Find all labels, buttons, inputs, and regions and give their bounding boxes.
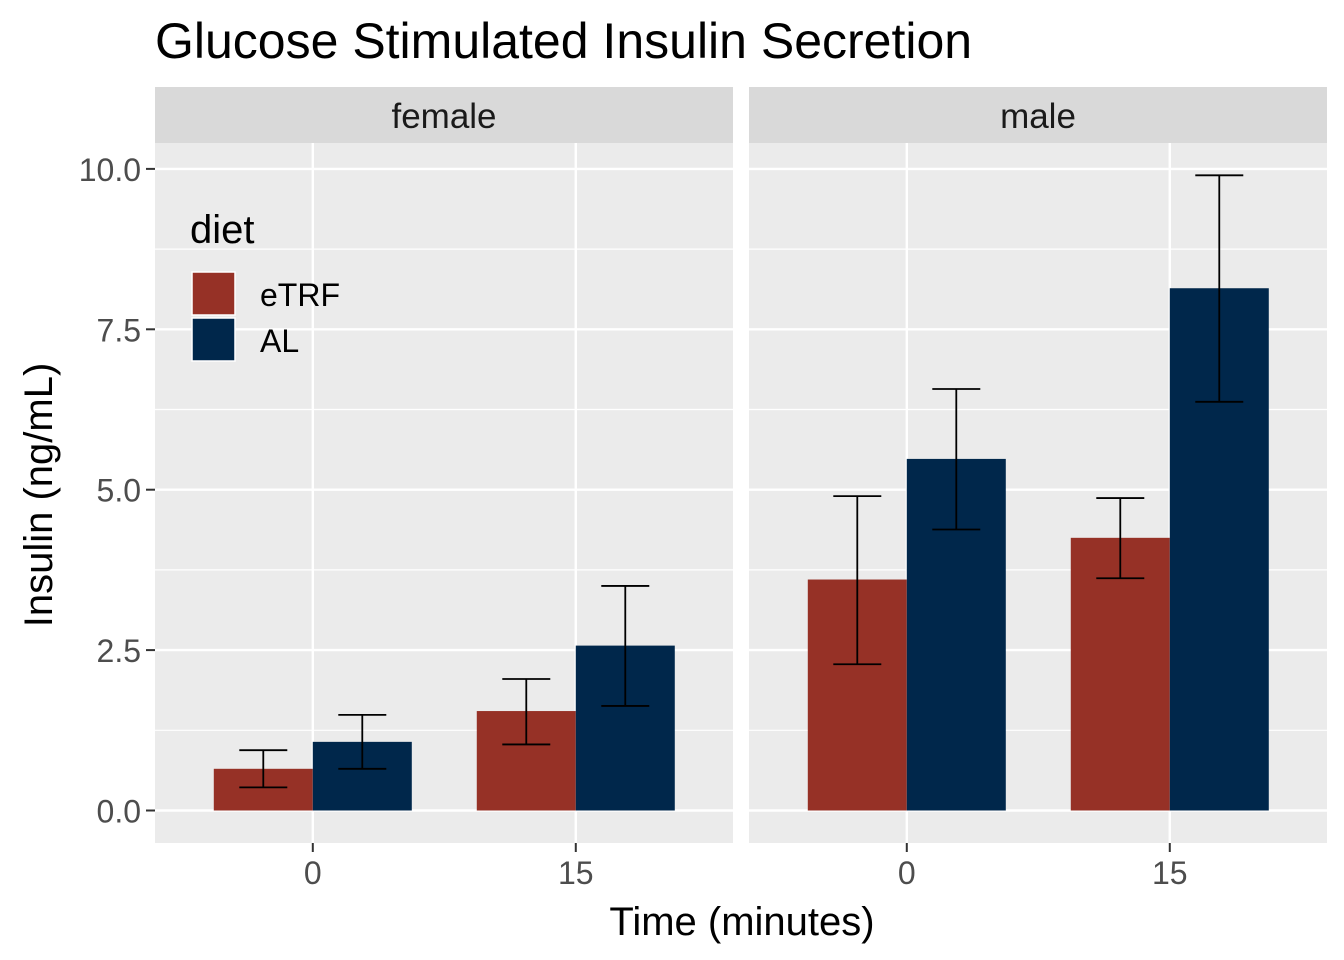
y-tick-label: 7.5 xyxy=(97,312,141,348)
y-axis: 0.0 2.5 5.0 7.5 10.0 xyxy=(79,152,155,830)
x-axis: 0 15 0 15 xyxy=(304,843,1188,891)
y-tick-label: 5.0 xyxy=(97,473,141,509)
y-tick-label: 0.0 xyxy=(97,794,141,830)
facet-label: male xyxy=(1000,97,1076,136)
legend-label-AL: AL xyxy=(260,323,299,359)
panels: female male xyxy=(155,87,1327,843)
bar-eTRF xyxy=(1070,537,1170,811)
x-tick-label: 15 xyxy=(1152,855,1188,891)
facet-label: female xyxy=(391,97,496,136)
x-tick-label: 0 xyxy=(304,855,322,891)
legend-label-eTRF: eTRF xyxy=(260,277,340,313)
error-bar xyxy=(338,714,387,770)
panel-female: female xyxy=(155,87,733,843)
facet-strip xyxy=(749,87,1327,143)
x-tick-label: 15 xyxy=(558,855,594,891)
legend-swatch-eTRF xyxy=(191,271,236,316)
error-bar xyxy=(601,585,650,707)
legend-swatch-AL xyxy=(191,317,236,362)
error-bar xyxy=(932,388,981,531)
error-bar xyxy=(239,749,288,789)
y-axis-label: Insulin (ng/mL) xyxy=(17,363,61,628)
error-bar xyxy=(502,678,551,746)
error-bar xyxy=(833,495,882,666)
y-tick-label: 10.0 xyxy=(79,152,141,188)
legend-title: diet xyxy=(190,208,255,252)
facet-strip xyxy=(155,87,733,143)
panel-male: male xyxy=(749,87,1327,843)
error-bar xyxy=(1096,497,1145,580)
x-axis-label: Time (minutes) xyxy=(609,900,874,944)
error-bar xyxy=(1195,174,1244,403)
chart-title: Glucose Stimulated Insulin Secretion xyxy=(155,13,972,69)
x-tick-label: 0 xyxy=(898,855,916,891)
y-tick-label: 2.5 xyxy=(97,633,141,669)
